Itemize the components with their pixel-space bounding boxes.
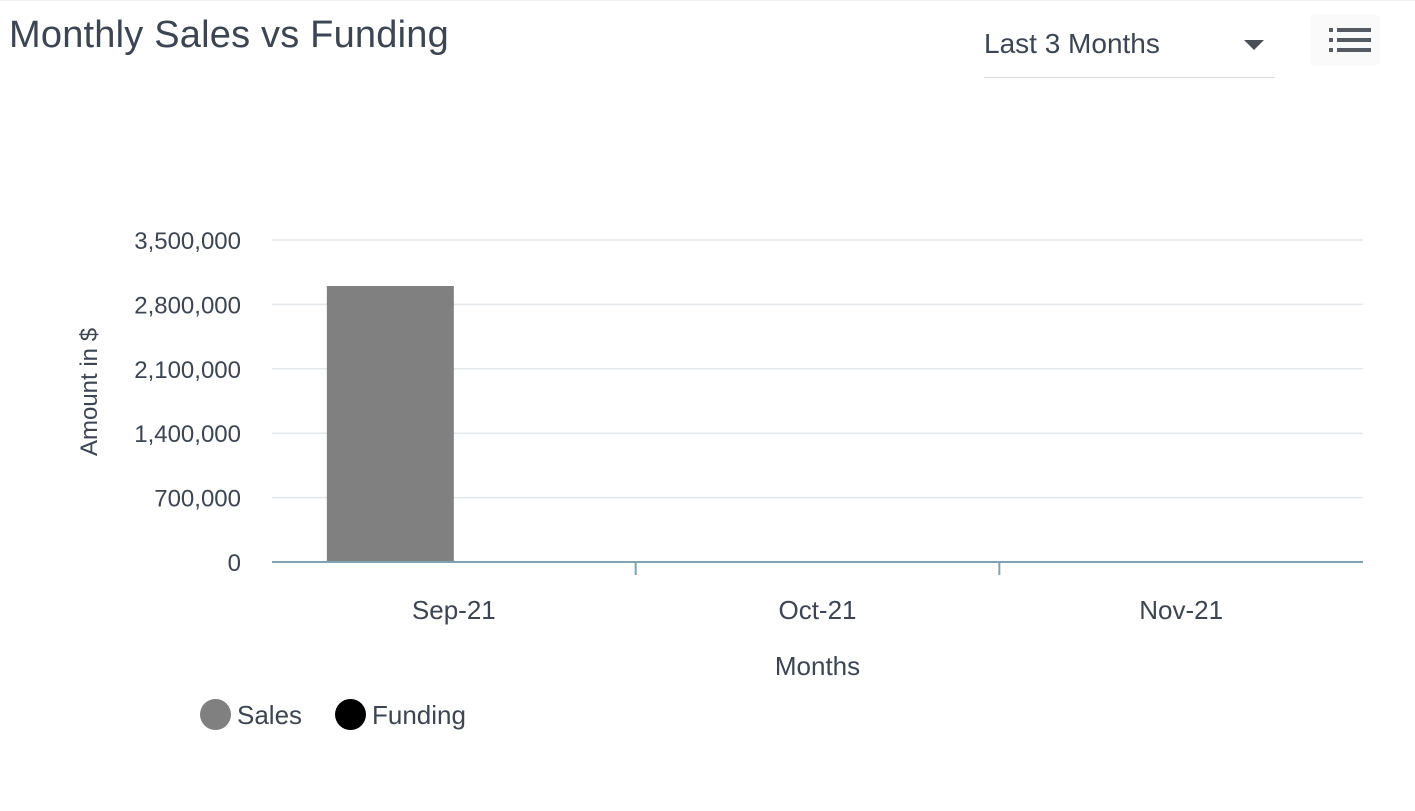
y-axis-title: Amount in $ [76, 328, 103, 456]
y-tick-label: 3,500,000 [134, 228, 241, 255]
x-tick-label: Oct-21 [778, 595, 856, 625]
bar-sales-sep-21[interactable] [326, 286, 454, 562]
x-tick-label: Sep-21 [412, 595, 496, 625]
y-tick-label: 0 [228, 550, 241, 577]
x-tick-label: Nov-21 [1139, 595, 1223, 625]
y-tick-label: 700,000 [154, 486, 241, 513]
legend-label-funding: Funding [372, 700, 466, 730]
legend-label-sales: Sales [237, 700, 303, 730]
date-range-select[interactable]: Last 3 Months [984, 22, 1275, 78]
y-tick-label: 2,100,000 [134, 357, 241, 384]
date-range-value: Last 3 Months [984, 28, 1160, 59]
y-tick-label: 1,400,000 [134, 421, 241, 448]
x-axis-title: Months [775, 651, 860, 681]
hamburger-menu-icon [1329, 28, 1371, 52]
chevron-down-icon [1244, 40, 1264, 50]
y-tick-label: 2,800,000 [134, 292, 241, 319]
legend-swatch-funding [335, 699, 366, 730]
chart-title: Monthly Sales vs Funding [9, 14, 449, 56]
chart-menu-button[interactable] [1310, 14, 1380, 66]
legend-swatch-sales [200, 699, 231, 730]
